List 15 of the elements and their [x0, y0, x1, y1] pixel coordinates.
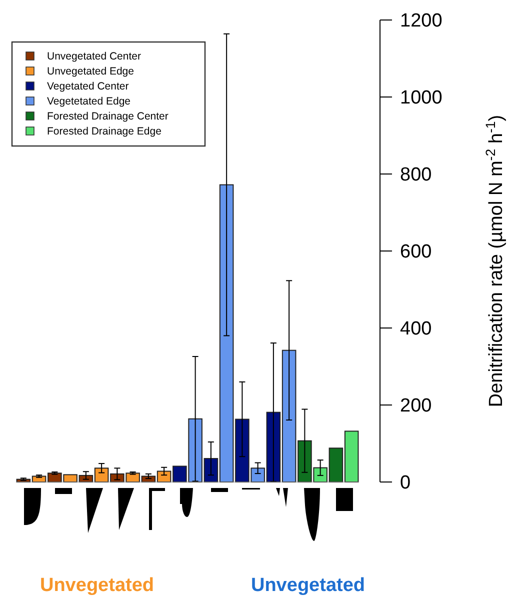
legend-label: Forested Drainage Center [47, 110, 169, 123]
text: Unvegetated [40, 575, 154, 596]
y-tick-label: 1200 [400, 10, 442, 32]
legend-label: Forested Drainage Edge [47, 126, 162, 138]
y-tick-label: 400 [400, 318, 432, 340]
legend-label: Unvegetated Center [47, 50, 142, 63]
y-tick-label: 800 [400, 164, 432, 186]
y-tick-label: 1000 [400, 88, 442, 109]
y-tick-label: 600 [400, 242, 432, 263]
text: Unvegetated [250, 575, 366, 596]
y-tick-label: 200 [400, 396, 432, 417]
y-tick-label: 0 [400, 472, 411, 494]
legend-label: Vegetated Center [47, 80, 130, 93]
legend-label: Unvegetated Edge [47, 66, 134, 78]
legend-label: Vegetetated Edge [47, 96, 131, 108]
